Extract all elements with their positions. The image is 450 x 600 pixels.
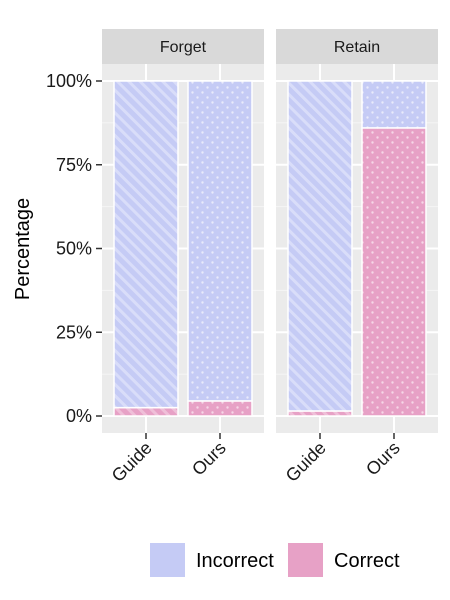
bar-retain-ours-correct	[362, 128, 426, 416]
y-axis-title: Percentage	[12, 198, 34, 300]
y-tick-label: 50%	[56, 239, 92, 259]
x-tick-label: Ours	[188, 438, 230, 480]
bar-retain-guide-correct	[288, 411, 352, 416]
x-tick-label: Ours	[362, 438, 404, 480]
y-tick-label: 75%	[56, 155, 92, 175]
bar-retain-guide-incorrect	[288, 81, 352, 411]
legend-key-correct	[288, 543, 323, 577]
legend: Incorrect Correct	[150, 543, 400, 577]
legend-label-correct: Correct	[334, 550, 400, 572]
bar-forget-guide-correct	[114, 408, 178, 416]
legend-key-incorrect	[150, 543, 185, 577]
bar-forget-ours-incorrect	[188, 81, 252, 401]
bar-forget-guide-incorrect	[114, 81, 178, 408]
x-tick-label: Guide	[108, 438, 156, 486]
bar-retain-ours-incorrect	[362, 81, 426, 128]
bar-forget-ours-correct	[188, 401, 252, 416]
bars	[114, 81, 426, 416]
legend-label-incorrect: Incorrect	[196, 550, 274, 572]
y-axis-ticks: 0% 25% 50% 75% 100%	[46, 71, 102, 426]
x-tick-label: Guide	[282, 438, 330, 486]
facet-label-forget: Forget	[160, 39, 207, 56]
facet-label-retain: Retain	[334, 39, 380, 56]
y-tick-label: 0%	[66, 406, 92, 426]
y-tick-label: 100%	[46, 71, 92, 91]
y-tick-label: 25%	[56, 322, 92, 342]
x-axis-ticks: Guide Ours Guide Ours	[108, 433, 404, 486]
